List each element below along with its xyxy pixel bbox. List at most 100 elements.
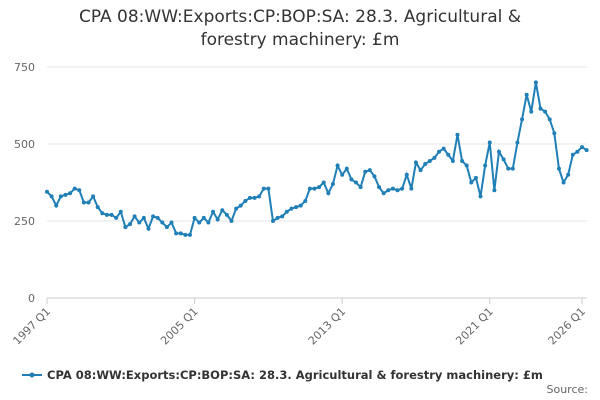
data-point	[128, 222, 133, 227]
data-point	[270, 219, 275, 223]
data-point	[141, 215, 146, 220]
data-point	[317, 185, 322, 190]
data-point	[326, 191, 331, 196]
data-point	[95, 205, 100, 210]
data-point	[446, 152, 451, 157]
data-point	[556, 166, 561, 171]
data-point	[54, 203, 59, 208]
data-point	[164, 225, 169, 230]
data-point	[49, 194, 54, 199]
data-point	[86, 200, 91, 205]
data-point	[252, 195, 257, 200]
data-point	[427, 158, 432, 163]
data-point	[266, 186, 271, 191]
data-point	[160, 220, 165, 225]
data-point	[280, 214, 285, 219]
data-point	[533, 80, 538, 85]
data-point	[174, 231, 179, 236]
data-point	[561, 180, 566, 185]
source: Source:	[547, 383, 589, 396]
data-point	[344, 166, 349, 171]
data-point	[584, 148, 589, 153]
x-tick-label: 2005 Q1	[158, 305, 201, 348]
data-point	[432, 155, 437, 160]
data-point	[423, 162, 428, 167]
data-point	[340, 172, 345, 177]
y-tick-label: 250	[14, 215, 35, 228]
data-point	[201, 215, 206, 220]
data-point	[409, 186, 414, 191]
data-point	[100, 211, 105, 216]
data-point	[335, 163, 340, 168]
data-point	[229, 219, 234, 223]
data-point	[455, 132, 460, 137]
data-point	[220, 208, 225, 213]
data-point	[275, 215, 280, 220]
data-point	[72, 186, 77, 191]
legend-label: CPA 08:WW:Exports:CP:BOP:SA: 28.3. Agric…	[47, 368, 543, 382]
data-point	[238, 203, 243, 208]
data-point	[289, 206, 294, 211]
data-point	[580, 145, 584, 150]
data-point	[45, 189, 49, 194]
data-point	[261, 186, 266, 191]
data-point	[515, 140, 520, 145]
data-point	[473, 175, 478, 180]
data-point	[372, 174, 377, 179]
data-point	[575, 149, 580, 154]
data-point	[377, 185, 382, 190]
data-point	[492, 188, 497, 193]
x-tick-label: 1997 Q1	[11, 305, 54, 348]
data-point	[307, 186, 312, 191]
data-point	[547, 117, 552, 122]
data-point	[91, 194, 96, 199]
data-point	[330, 182, 335, 187]
data-point	[118, 209, 123, 214]
data-point	[450, 158, 455, 163]
data-point	[151, 214, 156, 219]
data-point	[257, 194, 262, 199]
data-point	[404, 172, 409, 177]
data-point	[137, 220, 142, 225]
data-point	[155, 215, 160, 220]
y-tick-label: 500	[14, 138, 35, 151]
data-point	[104, 212, 109, 217]
data-point	[197, 220, 202, 225]
data-point	[123, 225, 128, 230]
data-point	[543, 109, 548, 114]
data-point	[441, 146, 446, 151]
data-point	[496, 149, 501, 154]
data-point	[187, 232, 192, 237]
data-point	[566, 172, 571, 177]
data-point	[109, 212, 114, 217]
data-point	[483, 163, 488, 168]
data-point	[413, 160, 418, 165]
data-point	[510, 166, 515, 171]
data-point	[390, 186, 395, 191]
x-tick-label: 2013 Q1	[306, 305, 349, 348]
data-point	[321, 180, 326, 185]
data-point	[395, 188, 400, 193]
data-point	[243, 198, 248, 203]
data-point	[552, 131, 557, 136]
data-point	[146, 226, 151, 231]
data-point	[418, 168, 423, 173]
data-point	[464, 163, 469, 168]
data-point	[77, 188, 82, 193]
y-tick-label: 750	[14, 61, 35, 74]
data-point	[284, 209, 289, 214]
data-point	[63, 192, 68, 197]
data-point	[58, 194, 63, 199]
chart-title: CPA 08:WW:Exports:CP:BOP:SA: 28.3. Agric…	[78, 7, 522, 50]
data-point	[400, 186, 405, 191]
data-point	[501, 157, 506, 162]
data-point	[211, 209, 216, 214]
data-point	[570, 152, 575, 157]
data-point	[524, 92, 529, 97]
data-point	[363, 169, 368, 174]
data-point	[206, 220, 211, 225]
data-point	[478, 194, 483, 199]
data-point	[303, 198, 308, 203]
